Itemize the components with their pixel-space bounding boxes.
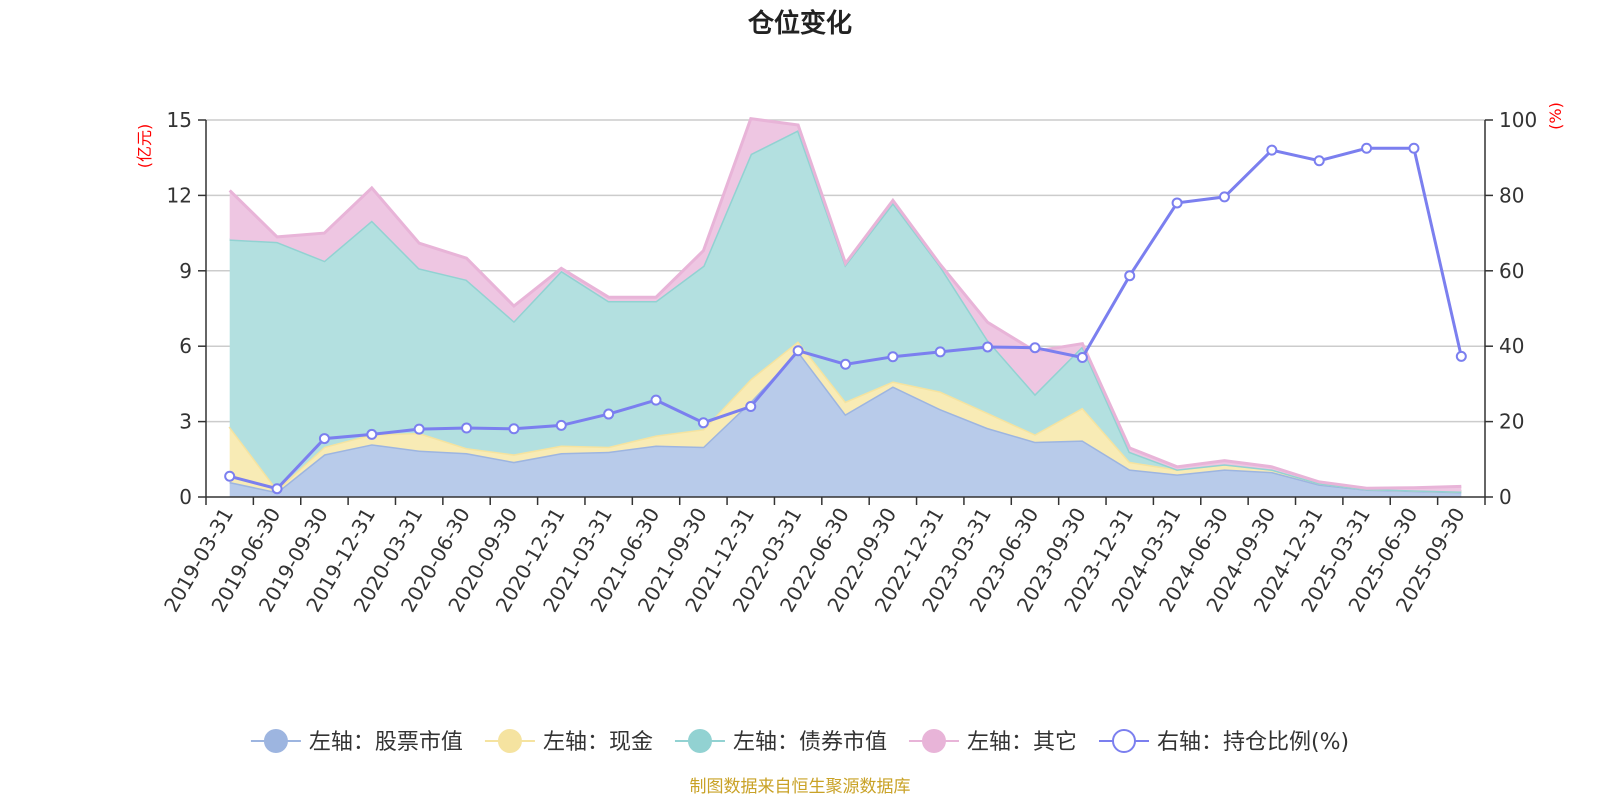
ratio-point <box>1313 155 1325 167</box>
ratio-point <box>366 428 378 440</box>
legend-item-1[interactable]: 左轴：股票市值 <box>250 729 463 755</box>
right-axis-tick-label: 0 <box>1499 485 1512 509</box>
legend-symbol-marker <box>263 729 288 753</box>
right-axis-tick-label: 20 <box>1499 410 1524 434</box>
ratio-point <box>934 346 946 358</box>
right-axis-unit: (%) <box>1546 102 1565 130</box>
ratio-point <box>745 401 757 413</box>
ratio-point <box>792 345 804 357</box>
legend-symbol-marker <box>921 729 946 753</box>
ratio-point <box>1455 350 1467 362</box>
right-axis-tick-label: 100 <box>1499 108 1537 132</box>
area-series-1 <box>229 351 1462 497</box>
legend-label: 左轴：其它 <box>967 730 1077 755</box>
ratio-point <box>650 394 662 406</box>
area-series-2 <box>229 341 1462 492</box>
stacked-areas <box>228 117 1462 497</box>
ratio-point <box>555 419 567 431</box>
legend-item-5[interactable]: 右轴：持仓比例(%) <box>1098 729 1349 755</box>
chart-title: 仓位变化 <box>747 8 852 39</box>
area-series-4-edge <box>228 117 1462 490</box>
ratio-point <box>318 433 330 445</box>
left-axis-tick-label: 9 <box>179 259 192 283</box>
legend-symbol-marker <box>687 729 712 753</box>
right-axis-tick-label: 40 <box>1499 334 1524 358</box>
ratio-point <box>1029 342 1041 354</box>
ratio-point <box>1124 270 1136 282</box>
ratio-point <box>603 408 615 420</box>
legend-label: 右轴：持仓比例(%) <box>1157 730 1349 755</box>
ratio-point <box>461 422 473 434</box>
left-axis-tick-label: 3 <box>179 410 192 434</box>
ratio-point <box>1408 142 1420 154</box>
ratio-point <box>508 423 520 435</box>
legend-symbol-marker <box>1111 729 1136 753</box>
legend-item-4[interactable]: 左轴：其它 <box>908 729 1077 755</box>
area-series-3 <box>229 130 1462 492</box>
legend-item-3[interactable]: 左轴：债券市值 <box>674 729 887 755</box>
ratio-point <box>840 358 851 370</box>
ratio-point <box>1266 144 1278 156</box>
legend-label: 左轴：现金 <box>543 730 653 755</box>
ratio-point <box>1218 191 1230 203</box>
ratio-point <box>887 351 899 363</box>
ratio-point <box>982 341 994 353</box>
legend-item-2[interactable]: 左轴：现金 <box>484 729 653 755</box>
legend-label: 左轴：股票市值 <box>309 730 463 755</box>
left-axis-tick-label: 15 <box>167 108 192 132</box>
left-axis-tick-label: 6 <box>179 334 192 358</box>
ratio-point <box>271 483 283 495</box>
legend-symbol-marker <box>497 729 522 753</box>
ratio-point <box>1076 352 1088 364</box>
ratio-point <box>1171 197 1183 209</box>
data-source-note: 制图数据来自恒生聚源数据库 <box>690 777 911 797</box>
left-axis-tick-label: 12 <box>167 183 192 207</box>
ratio-point <box>413 423 425 435</box>
legend: 左轴：股票市值 左轴：现金 左轴：债券市值 左轴：其它 右轴：持仓比例(%) <box>250 729 1349 755</box>
left-axis-unit: (亿元) <box>135 124 154 169</box>
left-axis-tick-label: 0 <box>179 485 192 509</box>
ratio-point <box>1361 142 1373 154</box>
right-axis-tick-label: 80 <box>1499 183 1524 207</box>
ratio-point <box>224 470 236 482</box>
legend-label: 左轴：债券市值 <box>733 730 887 755</box>
position-ratio-line <box>224 142 1467 495</box>
ratio-point <box>697 417 709 429</box>
right-axis-tick-label: 60 <box>1499 259 1524 283</box>
